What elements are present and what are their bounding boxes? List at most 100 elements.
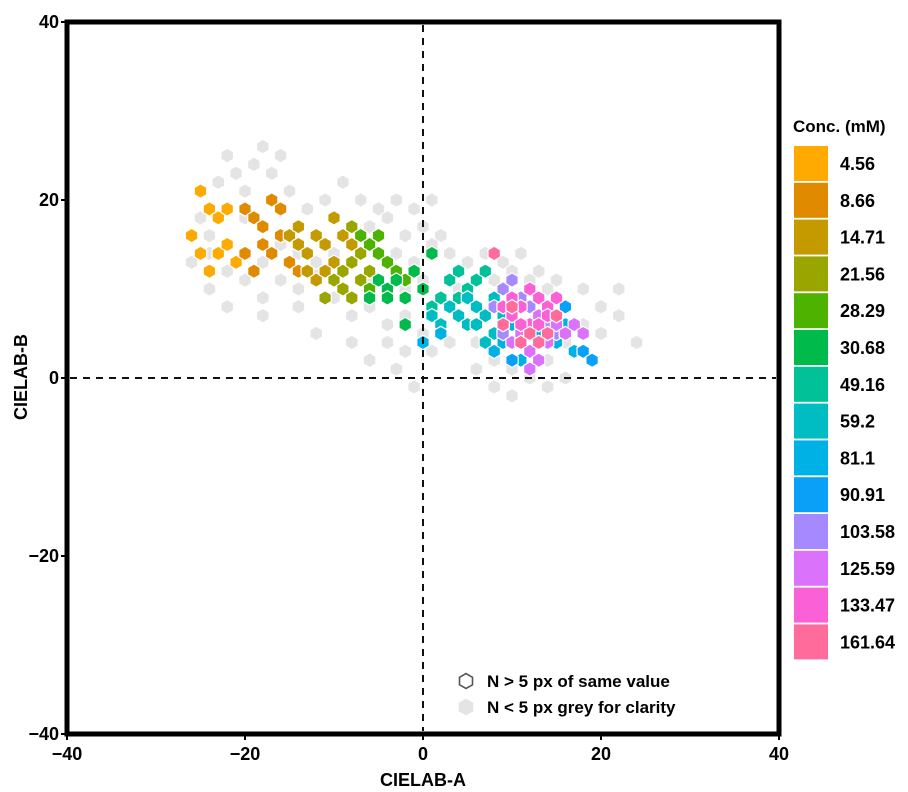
legend-label: 125.59 — [840, 559, 895, 579]
legend-swatch — [794, 403, 828, 439]
hexbin-point — [469, 316, 484, 333]
legend-label: 81.1 — [840, 448, 875, 468]
hexbin-point — [238, 245, 252, 262]
grey-hexbin — [371, 201, 386, 217]
hexbin-point — [398, 290, 412, 306]
colored-hexbin-layer — [184, 183, 599, 377]
grey-hexbin — [247, 156, 261, 173]
hexbin-point — [193, 183, 208, 199]
grey-hexbin — [540, 281, 555, 297]
y-tick-label: 40 — [39, 12, 59, 32]
hexbin-point — [522, 361, 537, 377]
hexbin-point — [247, 209, 261, 226]
y-axis-ticks: −40 −20 0 20 40 — [28, 12, 67, 744]
legend-label: 90.91 — [840, 485, 885, 505]
hexbin-point — [327, 209, 341, 226]
hexbin-point — [585, 352, 599, 369]
grey-hexbin — [389, 245, 403, 262]
grey-hexbin — [256, 290, 270, 306]
legend-label: 14.71 — [840, 228, 885, 248]
grey-hexbin — [291, 299, 306, 315]
hexbin-point — [389, 272, 404, 288]
hexbin-point — [514, 316, 528, 333]
hexbin-point — [345, 290, 359, 306]
hexbin-point — [318, 290, 332, 306]
hexbin-point — [362, 263, 377, 280]
legend-item: 81.1 — [794, 440, 875, 476]
hexbin-point — [264, 192, 279, 208]
x-tick-label: −40 — [52, 744, 83, 764]
legend-label: 49.16 — [840, 375, 885, 395]
hexbin-point — [371, 245, 386, 262]
hexbin-point — [425, 245, 439, 262]
hexbin-point — [300, 245, 315, 262]
hexbin-point — [434, 290, 448, 306]
hexbin-point — [531, 290, 546, 306]
grey-hexbin — [389, 361, 403, 377]
legend-label: 161.64 — [840, 632, 895, 652]
hexbin-point — [220, 201, 234, 217]
hexbin-point — [202, 263, 217, 280]
hexbin-point — [425, 307, 439, 324]
grey-hexbin — [398, 227, 412, 244]
grey-hexbin — [380, 334, 395, 351]
hexbin-point — [353, 227, 368, 244]
legend-label: 133.47 — [840, 596, 895, 616]
grey-hexbin — [389, 192, 403, 208]
legend-item: 103.58 — [794, 514, 895, 549]
hexbin-point — [291, 218, 306, 235]
series-4-56 — [184, 183, 243, 280]
hexbin-point — [336, 281, 350, 297]
hexbin-point — [220, 236, 234, 253]
hexbin-point — [567, 316, 582, 333]
legend-item: 161.64 — [794, 624, 895, 660]
hexbin-point — [451, 263, 466, 280]
hexbin-point — [434, 325, 448, 342]
grey-hexbin — [629, 334, 644, 351]
annotation-legend: N > 5 px of same value N < 5 px grey for … — [458, 672, 676, 717]
grey-hexbin — [594, 299, 608, 315]
grey-hexbin — [532, 263, 546, 279]
legend-label: 103.58 — [840, 522, 895, 542]
legend-item: 59.2 — [794, 403, 875, 439]
hexbin-point — [398, 316, 412, 333]
y-tick-label: −40 — [28, 724, 59, 744]
series-161-64 — [487, 245, 564, 351]
grey-hexbin — [229, 165, 243, 182]
legend-swatch — [794, 514, 828, 549]
hexbin-point — [256, 236, 270, 253]
hexbin-point — [291, 236, 306, 253]
series-133-47 — [496, 281, 564, 333]
legend-item: 28.29 — [794, 293, 885, 329]
hexbin-point — [522, 281, 537, 297]
legend-swatch — [794, 624, 828, 660]
y-tick-label: −20 — [28, 546, 59, 566]
legend-swatch — [794, 440, 828, 476]
hexbin-point — [478, 263, 493, 280]
legend-swatch — [794, 256, 828, 292]
hexbin-point — [496, 316, 510, 333]
grey-hexbin — [549, 272, 564, 288]
legend-item: 8.66 — [794, 182, 875, 218]
x-axis-label: CIELAB-A — [380, 770, 466, 790]
grey-hexbin — [514, 245, 528, 262]
grey-hexbin — [407, 201, 421, 217]
concentration-legend: 4.56 8.66 14.71 21.56 28.29 30.68 49.16 59.2 81.… — [794, 146, 895, 660]
hexbin-point — [282, 254, 297, 271]
legend-swatch — [794, 550, 828, 586]
grey-hexbin — [380, 316, 395, 333]
hexbin-point — [300, 263, 315, 280]
legend-item: 4.56 — [794, 146, 875, 181]
hexbin-point — [505, 298, 519, 315]
hexbin-point — [487, 245, 501, 262]
grey-hexbin — [362, 218, 377, 235]
grey-hexbin — [220, 147, 234, 164]
outline-hex-icon — [458, 672, 474, 690]
grey-hexbin — [256, 138, 270, 155]
legend-swatch — [794, 477, 828, 513]
grey-hexbin — [211, 174, 225, 190]
grey-hexbin — [540, 379, 555, 395]
grey-hexbin — [407, 379, 421, 395]
